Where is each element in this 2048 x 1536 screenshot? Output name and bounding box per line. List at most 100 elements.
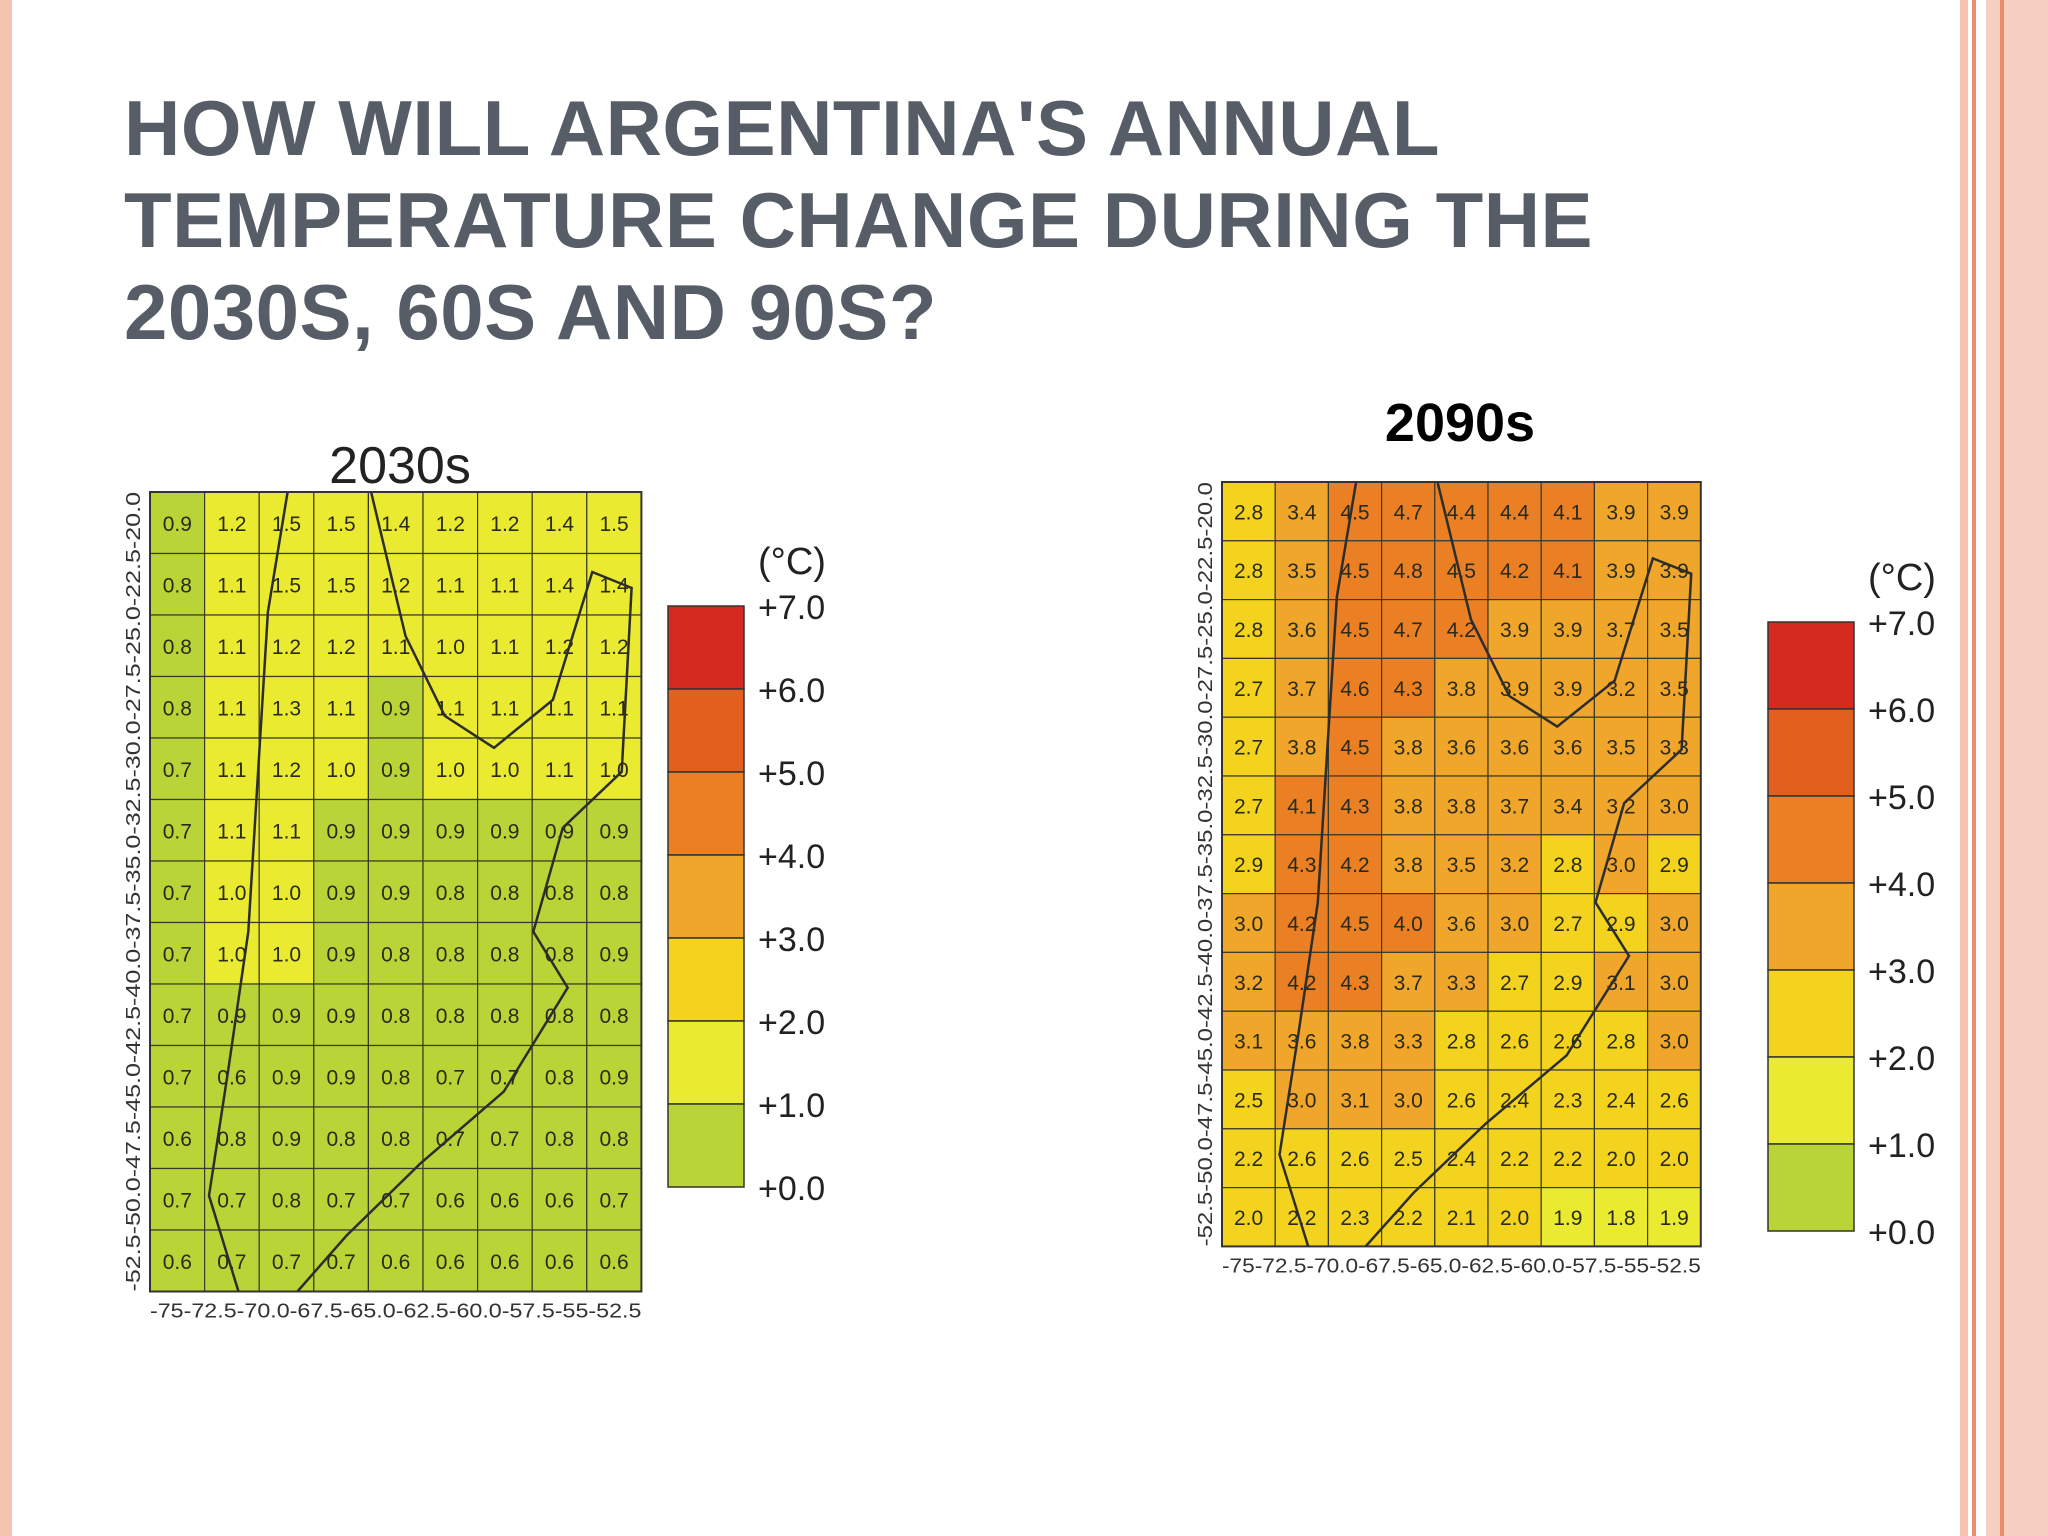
grid-cell [367,737,424,801]
map-title-2030s: 2030s [329,437,471,495]
cell-value: 4.3 [1394,678,1423,701]
cell-value: 0.9 [326,1066,355,1089]
grid-cell [313,491,370,555]
cell-value: 0.7 [490,1128,519,1151]
cell-value: 0.9 [217,1005,246,1028]
cell-value: 2.6 [1553,1031,1582,1054]
cell-value: 0.9 [436,820,465,843]
cell-value: 0.9 [381,820,410,843]
grid-cell [422,491,479,555]
cell-value: 2.7 [1234,795,1263,818]
cell-value: 3.2 [1606,795,1635,818]
cell-value: 1.8 [1606,1207,1635,1230]
grid-cell [1487,834,1542,895]
cell-value: 0.7 [217,1189,246,1212]
grid-cell [477,1044,533,1108]
grid-cell [1434,834,1489,895]
cell-value: 0.8 [436,882,465,905]
cell-value: 3.1 [1234,1031,1263,1054]
cell-value: 0.9 [381,882,410,905]
grid-cell [313,1044,370,1108]
cell-value: 4.2 [1340,854,1369,877]
grid-cell [313,983,370,1047]
cell-value: 0.9 [326,882,355,905]
cell-value: 2.7 [1553,913,1582,936]
cell-value: 1.4 [545,574,575,597]
cell-value: 3.0 [1234,913,1263,936]
cell-value: 3.9 [1553,619,1582,642]
cell-value: 0.7 [163,882,192,905]
grid-cell [1593,716,1649,777]
cell-value: 2.3 [1340,1207,1369,1230]
cell-value: 3.2 [1606,678,1635,701]
cell-value: 2.6 [1340,1148,1369,1171]
cell-value: 0.6 [599,1251,628,1274]
grid-cell [531,1044,588,1108]
grid-cell [1593,481,1649,542]
cell-value: 1.2 [599,636,628,659]
grid-cell [149,737,206,801]
grid-cell [586,1167,642,1231]
cell-value: 3.4 [1553,795,1583,818]
cell-value: 2.8 [1234,560,1263,583]
grid-cell [1221,893,1276,954]
cell-value: 1.9 [1553,1207,1582,1230]
cell-value: 0.8 [545,882,574,905]
cell-value: 0.8 [490,882,519,905]
grid-cell [203,737,260,801]
grid-cell [531,737,588,801]
grid-cell [477,552,533,616]
grid-cell [367,860,424,924]
cell-value: 0.8 [545,1128,574,1151]
cell-value: 0.8 [490,943,519,966]
grid-cell [1434,716,1489,777]
cell-value: 0.9 [326,943,355,966]
grid-cell [1327,1010,1383,1071]
cell-value: 3.6 [1447,913,1476,936]
grid-cell [203,552,260,616]
cell-value: 3.5 [1606,737,1635,760]
border-stripe-inner [1972,0,1976,1536]
cell-value: 0.9 [272,1005,301,1028]
latitude-axis-labels: -52.5-50.0-47.5-45.0-42.5-40.0-37.5-35.0… [123,492,145,1292]
cell-value: 3.9 [1660,501,1689,524]
cell-value: 1.1 [217,574,246,597]
legend-label: +7.0 [758,589,825,627]
cell-value: 0.6 [163,1251,192,1274]
cell-value: 0.7 [163,1066,192,1089]
cell-value: 4.5 [1340,913,1369,936]
grid-cell [149,860,206,924]
border-stripe-wide [1986,0,2048,1536]
grid-cell [203,491,260,555]
country-border-west [1278,481,1358,1247]
grid-cell [367,614,424,678]
cell-value: 3.7 [1394,972,1423,995]
cell-value: 2.8 [1234,619,1263,642]
grid-cell [1487,657,1542,718]
cell-value: 1.5 [272,513,301,536]
cell-value: 0.9 [381,697,410,720]
cell-value: 1.1 [545,697,574,720]
grid-cell [149,921,206,985]
grid-cell [313,614,370,678]
legend-label: +6.0 [1868,692,1935,730]
cell-value: 1.1 [217,759,246,782]
grid-cell [1593,1128,1649,1189]
cell-value: 1.1 [545,759,574,782]
cell-value: 0.7 [272,1251,301,1274]
cell-value: 4.2 [1500,560,1529,583]
cell-value: 1.3 [272,697,301,720]
grid-cell [1381,1010,1436,1071]
grid-cell [531,798,588,862]
cell-value: 3.2 [1234,972,1263,995]
cell-value: 3.6 [1287,619,1316,642]
grid-cell [477,1229,533,1293]
cell-value: 1.1 [217,697,246,720]
legend-label: +0.0 [758,1170,825,1208]
country-border-east [296,491,633,1293]
grid-cell [531,1167,588,1231]
grid-cell [1647,1069,1702,1130]
grid-cell [1434,1128,1489,1189]
cell-value: 3.5 [1447,854,1476,877]
cell-value: 0.7 [326,1251,355,1274]
